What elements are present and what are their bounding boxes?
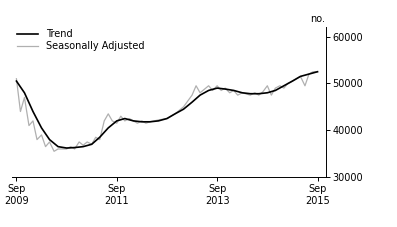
Trend bbox=[39, 126, 44, 129]
Trend bbox=[248, 92, 252, 95]
Trend bbox=[31, 110, 35, 113]
Trend bbox=[240, 91, 245, 94]
Trend bbox=[156, 119, 161, 122]
Trend bbox=[165, 117, 170, 120]
Seasonally Adjusted bbox=[260, 91, 265, 93]
Trend bbox=[231, 89, 236, 92]
Legend: Trend, Seasonally Adjusted: Trend, Seasonally Adjusted bbox=[17, 29, 145, 51]
Trend bbox=[122, 117, 127, 120]
Trend bbox=[223, 88, 227, 90]
Trend bbox=[72, 146, 77, 149]
Trend bbox=[22, 91, 27, 94]
Seasonally Adjusted bbox=[14, 77, 19, 80]
Trend bbox=[56, 145, 60, 148]
Trend bbox=[273, 89, 278, 92]
Trend bbox=[215, 87, 220, 89]
Trend bbox=[315, 70, 320, 73]
Trend bbox=[290, 80, 295, 82]
Trend bbox=[306, 73, 311, 75]
Trend bbox=[206, 89, 211, 92]
Trend bbox=[97, 136, 102, 139]
Trend bbox=[131, 119, 136, 122]
Trend bbox=[81, 145, 85, 148]
Trend bbox=[89, 143, 94, 146]
Trend bbox=[298, 75, 303, 78]
Trend bbox=[64, 147, 69, 149]
Trend bbox=[281, 84, 286, 87]
Seasonally Adjusted bbox=[102, 119, 107, 122]
Trend bbox=[139, 121, 144, 123]
Trend bbox=[198, 94, 202, 96]
Trend bbox=[47, 138, 52, 141]
Trend bbox=[190, 101, 195, 104]
Seasonally Adjusted bbox=[52, 150, 56, 153]
Trend bbox=[173, 113, 177, 115]
Seasonally Adjusted bbox=[310, 70, 315, 73]
Trend bbox=[181, 108, 186, 111]
Seasonally Adjusted bbox=[315, 70, 320, 73]
Seasonally Adjusted bbox=[85, 141, 90, 143]
Trend bbox=[106, 126, 111, 129]
Text: no.: no. bbox=[310, 14, 326, 24]
Trend bbox=[148, 121, 152, 123]
Trend bbox=[256, 92, 261, 95]
Line: Trend: Trend bbox=[16, 72, 318, 148]
Trend bbox=[265, 91, 270, 94]
Trend bbox=[14, 80, 19, 82]
Seasonally Adjusted bbox=[135, 122, 140, 125]
Seasonally Adjusted bbox=[139, 119, 144, 122]
Seasonally Adjusted bbox=[35, 138, 39, 141]
Line: Seasonally Adjusted: Seasonally Adjusted bbox=[16, 72, 318, 151]
Trend bbox=[114, 119, 119, 122]
